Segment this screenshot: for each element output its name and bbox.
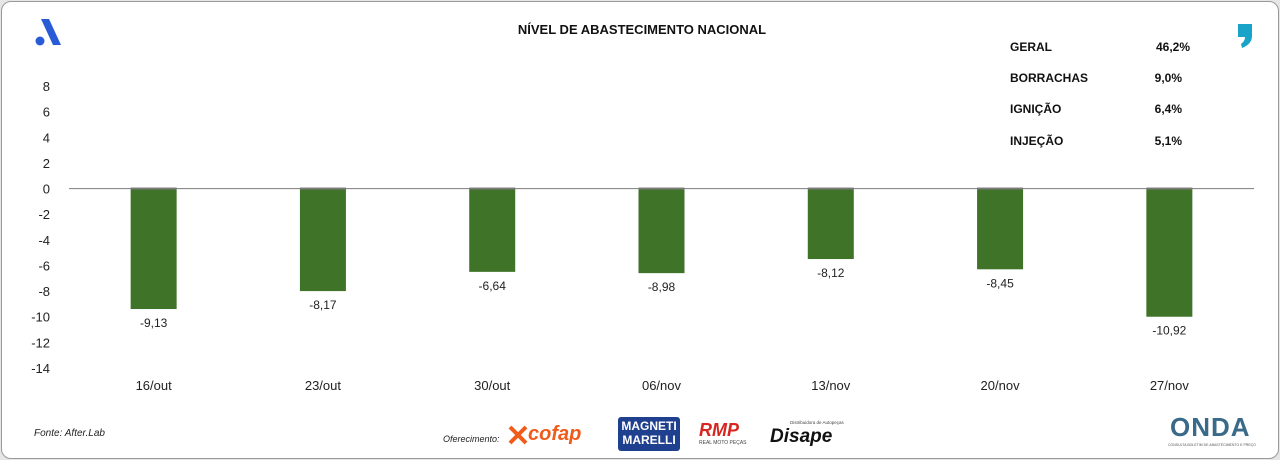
bar: [807, 188, 854, 260]
legend-label: GERAL: [1010, 40, 1052, 54]
legend-label: INJEÇÃO: [1010, 134, 1064, 148]
legend-value: 5,1%: [1154, 134, 1182, 148]
y-tick-label: -10: [31, 310, 50, 325]
magneti-marelli-text: MAGNETI MARELLI: [621, 419, 677, 447]
bar: [299, 188, 346, 292]
data-label: -8,45: [986, 276, 1014, 290]
x-tick-label: 30/out: [474, 378, 511, 393]
bar-zero-cap: [807, 187, 854, 190]
data-label: -9,13: [140, 316, 168, 330]
bar-zero-cap: [469, 187, 516, 190]
bar-zero-cap: [977, 187, 1024, 190]
cofap-text: cofap: [528, 423, 582, 445]
data-label: -10,92: [1152, 324, 1186, 338]
y-tick-label: 2: [43, 156, 50, 171]
legend-value: 46,2%: [1155, 40, 1190, 54]
x-tick-label: 23/out: [305, 378, 342, 393]
bar: [130, 188, 177, 310]
legend-row-injecao: INJEÇÃO 5,1%: [1010, 134, 1190, 148]
x-tick-label: 06/nov: [642, 378, 682, 393]
y-tick-label: -4: [38, 233, 50, 248]
y-tick-label: 6: [43, 105, 50, 120]
data-label: -8,17: [309, 298, 337, 312]
onda-logo: ONDA CONSULTA BOLETIM DE ABASTECIMENTO E…: [1168, 412, 1258, 452]
y-tick-label: -12: [31, 335, 50, 350]
disape-logo: Distribuidora de Autopeças Disape: [770, 420, 854, 450]
y-tick-label: -6: [38, 258, 50, 273]
x-tick-label: 13/nov: [811, 378, 851, 393]
source-note: Fonte: After.Lab: [34, 428, 105, 439]
legend-label: IGNIÇÃO: [1010, 102, 1062, 116]
onda-text: ONDA: [1170, 412, 1251, 442]
legend-value: 9,0%: [1154, 71, 1182, 85]
y-tick-label: 0: [43, 182, 50, 197]
bar: [977, 188, 1024, 270]
legend-label: BORRACHAS: [1010, 71, 1088, 85]
sponsor-label: Oferecimento:: [443, 434, 500, 444]
magneti-marelli-logo: MAGNETI MARELLI: [618, 417, 680, 451]
rmp-text: RMP: [699, 420, 739, 440]
legend-row-ignicao: IGNIÇÃO 6,4%: [1010, 102, 1190, 116]
y-tick-label: -2: [38, 207, 50, 222]
y-tick-label: 4: [43, 130, 50, 145]
x-tick-label: 27/nov: [1150, 378, 1190, 393]
legend-row-geral: GERAL 46,2%: [1010, 40, 1190, 54]
cofap-logo: cofap: [508, 422, 606, 448]
brand-a-logo: [35, 19, 61, 46]
rmp-logo: RMP REAL MOTO PEÇAS: [697, 420, 761, 450]
bar: [469, 188, 516, 272]
rmp-subtext: REAL MOTO PEÇAS: [699, 440, 747, 446]
onda-subtext: CONSULTA BOLETIM DE ABASTECIMENTO E PREÇ…: [1168, 443, 1256, 447]
disape-subtext: Distribuidora de Autopeças: [790, 420, 844, 425]
chart-title: NÍVEL DE ABASTECIMENTO NACIONAL: [517, 22, 767, 37]
bar-zero-cap: [299, 187, 346, 190]
bar-zero-cap: [1146, 187, 1193, 190]
legend-value: 6,4%: [1154, 102, 1182, 116]
data-label: -6,64: [479, 279, 507, 293]
y-tick-label: -8: [38, 284, 50, 299]
disape-text: Disape: [770, 426, 833, 447]
y-tick-label: -14: [31, 361, 50, 376]
y-tick-label: 8: [43, 79, 50, 94]
bar-chart: 8 6 4 2 0 -2 -4 -6 -8 -10 -12 -14 -9,13 16/out -8,17 23…: [31, 79, 1254, 393]
bar-zero-cap: [638, 187, 685, 190]
bar: [1146, 188, 1193, 317]
brand-comma-icon: [1238, 24, 1252, 48]
x-tick-label: 20/nov: [981, 378, 1021, 393]
x-tick-label: 16/out: [136, 378, 173, 393]
data-label: -8,12: [817, 266, 845, 280]
legend-row-borrachas: BORRACHAS 9,0%: [1010, 71, 1190, 85]
bar-zero-cap: [130, 187, 177, 190]
data-label: -8,98: [648, 280, 676, 294]
bar: [638, 188, 685, 274]
